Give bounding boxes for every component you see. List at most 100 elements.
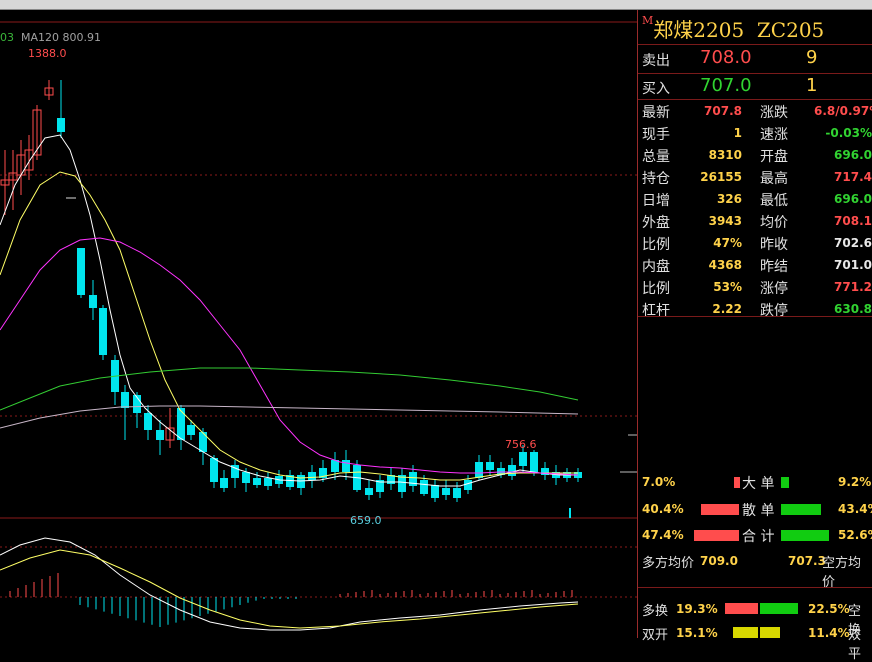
stat-value: 8310 (708, 148, 742, 162)
candle-body (264, 478, 272, 486)
macd-dea-line (0, 549, 579, 629)
big-order-bar-left (734, 477, 740, 488)
candle-body (121, 392, 129, 408)
double-close-right: 11.4% (808, 626, 850, 640)
divider (638, 316, 872, 317)
candle-body (44, 87, 54, 96)
long-switch-bar-right (760, 603, 798, 614)
candle-body (409, 472, 417, 486)
short-avg-label: 空方均价 (822, 556, 862, 590)
instrument-title: M郑煤2205 ZC205 (642, 14, 824, 43)
instrument-name: 郑煤2205 (653, 18, 745, 42)
stat-value-2: 708.1 (834, 214, 872, 228)
total-left: 47.4% (642, 528, 684, 542)
double-open-bar (733, 627, 758, 638)
long-switch-left: 19.3% (676, 602, 718, 616)
candle-body (398, 475, 406, 492)
instrument-marker: M (642, 14, 654, 27)
small-order-left: 40.4% (642, 502, 684, 516)
bid-volume: 1 (806, 75, 818, 96)
stat-label: 外盘 (642, 215, 670, 231)
candle-body (475, 462, 483, 478)
quote-panel: M郑煤2205 ZC205 卖出 708.0 9 买入 707.0 1 最新 70… (637, 10, 872, 662)
stat-label-2: 开盘 (760, 149, 788, 165)
stat-label: 杠杆 (642, 303, 670, 319)
short-switch-label: 空换 (848, 604, 862, 638)
instrument-code: ZC205 (756, 18, 825, 42)
candle-body (77, 248, 85, 295)
double-open-label: 双开 (642, 628, 669, 643)
candle-body (57, 118, 65, 132)
bid-label: 买入 (642, 81, 670, 97)
candle-body (165, 427, 175, 441)
candle-body (464, 480, 472, 490)
ma120-label: MA120 800.91 (21, 31, 101, 44)
double-close-bar (760, 627, 780, 638)
short-avg-value: 707.3 (788, 554, 826, 568)
candle-body (210, 458, 218, 482)
stat-value: 707.8 (704, 104, 742, 118)
candle-body (242, 472, 250, 483)
small-order-right: 43.4% (838, 502, 872, 516)
stat-label-2: 涨停 (760, 281, 788, 297)
stat-label-2: 最高 (760, 171, 788, 187)
candle-body (365, 488, 373, 495)
candle-body (99, 308, 107, 355)
stat-value-2: 702.6 (834, 236, 872, 250)
candle-body (519, 452, 527, 466)
low-price-label: 659.0 (350, 514, 382, 527)
divider (638, 587, 872, 588)
long-switch-bar-left (725, 603, 758, 614)
total-bar-right (781, 530, 829, 541)
macd-dif-line (0, 537, 579, 631)
stat-value-2: 701.0 (834, 258, 872, 272)
stat-value-2: 630.8 (834, 302, 872, 316)
candle-body (156, 430, 164, 440)
candle-body (420, 480, 428, 494)
big-order-bar-right (781, 477, 789, 488)
long-switch-label: 多换 (642, 604, 669, 619)
double-open-left: 15.1% (676, 626, 718, 640)
stat-value-2: -0.03% (825, 126, 872, 140)
ma-line-green (0, 367, 579, 411)
stat-value-2: 6.8/0.97% (814, 104, 872, 118)
candle-body (541, 468, 549, 475)
small-order-label: 散 单 (742, 503, 775, 519)
stat-value-2: 771.2 (834, 280, 872, 294)
divider (638, 73, 872, 74)
ma-line-yellow (0, 171, 578, 481)
candle-body (177, 408, 185, 440)
candle-body (220, 478, 228, 488)
stat-label-2: 跌停 (760, 303, 788, 319)
long-avg-value: 709.0 (700, 554, 738, 568)
divider (638, 44, 872, 45)
total-bar-left (694, 530, 739, 541)
stat-label: 比例 (642, 281, 670, 297)
ask-price: 708.0 (700, 47, 752, 68)
stat-label-2: 涨跌 (760, 105, 788, 121)
candle-body (331, 460, 339, 472)
ma-line-white (0, 134, 578, 487)
ma-legend-prefix: 03 (0, 31, 14, 44)
kline-chart[interactable]: 03 MA120 800.91 1388.0 659.0 756.6 (0, 10, 637, 638)
stat-label-2: 昨收 (760, 237, 788, 253)
double-close-label: 双平 (848, 628, 862, 662)
window-title-bar (0, 0, 872, 10)
ma-legend: 03 MA120 800.91 (0, 31, 101, 44)
kline-svg[interactable] (0, 10, 637, 638)
candle-body (0, 179, 10, 186)
stat-value: 1 (733, 126, 742, 140)
high-price-label: 1388.0 (28, 47, 67, 60)
candle-body (453, 488, 461, 498)
stat-value-2: 696.0 (834, 148, 872, 162)
candle-body (199, 432, 207, 452)
big-order-label: 大 单 (742, 476, 775, 492)
candle-body (319, 468, 327, 478)
stat-value: 4368 (708, 258, 742, 272)
big-order-left: 7.0% (642, 475, 676, 489)
candle-body (297, 475, 305, 488)
candle-body (342, 460, 350, 472)
stat-label: 日增 (642, 193, 670, 209)
candle-body (187, 425, 195, 435)
divider (638, 99, 872, 100)
